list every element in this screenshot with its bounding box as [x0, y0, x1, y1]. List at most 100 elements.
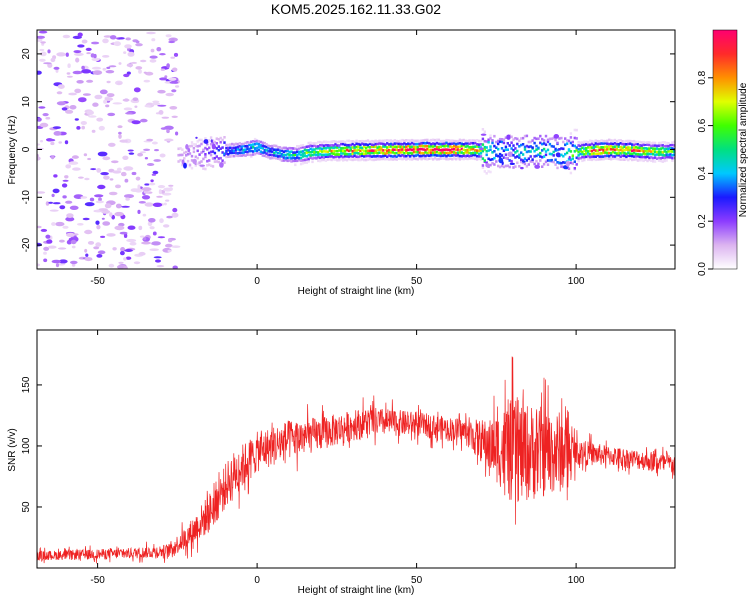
- heatmap-cell: [65, 109, 74, 114]
- heatmap-cell: [317, 140, 320, 144]
- heatmap-cell: [483, 148, 486, 151]
- heatmap-cell: [430, 154, 433, 157]
- heatmap-cell: [585, 155, 588, 159]
- heatmap-cell: [223, 152, 226, 156]
- heatmap-cell: [87, 241, 95, 245]
- heatmap-cell: [502, 141, 506, 145]
- heatmap-cell: [644, 141, 647, 145]
- heatmap-cell: [527, 157, 530, 160]
- heatmap-cell: [248, 149, 251, 153]
- heatmap-cell: [232, 151, 236, 154]
- heatmap-cell: [309, 156, 312, 160]
- heatmap-cell: [569, 158, 573, 161]
- heatmap-cell: [361, 148, 364, 152]
- heatmap-cell: [669, 156, 672, 159]
- heatmap-cell: [347, 139, 351, 143]
- heatmap-cell: [546, 163, 550, 166]
- heatmap-cell: [271, 156, 274, 160]
- heatmap-cell: [430, 148, 433, 152]
- heatmap-cell: [81, 69, 92, 74]
- heatmap-cell: [275, 144, 278, 148]
- heatmap-cell: [625, 143, 628, 146]
- heatmap-cell: [349, 158, 352, 161]
- heatmap-cell: [165, 34, 172, 38]
- heatmap-cell: [307, 149, 310, 152]
- heatmap-cell: [345, 146, 349, 149]
- heatmap-cell: [273, 148, 276, 151]
- heatmap-cell: [544, 160, 548, 164]
- heatmap-cell: [500, 147, 504, 150]
- heatmap-cell: [199, 164, 205, 167]
- heatmap-cell: [481, 128, 485, 131]
- heatmap-cell: [420, 141, 423, 145]
- heatmap-cell: [286, 153, 289, 156]
- heatmap-cell: [487, 140, 490, 144]
- heatmap-cell: [414, 142, 418, 146]
- heatmap-cell: [652, 147, 655, 150]
- heatmap-cell: [441, 142, 444, 146]
- heatmap-cell: [491, 151, 494, 154]
- heatmap-cell: [345, 152, 349, 156]
- heatmap-cell: [359, 152, 362, 156]
- heatmap-cell: [137, 209, 141, 214]
- heatmap-cell: [229, 151, 232, 155]
- heatmap-cell: [525, 150, 529, 154]
- heatmap-cell: [246, 144, 249, 148]
- heatmap-cell: [372, 145, 375, 149]
- heatmap-cell: [426, 141, 429, 145]
- heatmap-cell: [117, 82, 123, 85]
- heatmap-cell: [229, 155, 232, 158]
- heatmap-cell: [68, 161, 79, 165]
- heatmap-cell: [200, 160, 203, 163]
- heatmap-cell: [489, 148, 492, 151]
- heatmap-cell: [246, 147, 249, 150]
- heatmap-cell: [405, 139, 408, 142]
- heatmap-cell: [252, 146, 255, 149]
- heatmap-cell: [211, 141, 215, 144]
- heatmap-cell: [640, 155, 643, 159]
- heatmap-cell: [343, 158, 347, 161]
- heatmap-cell: [424, 148, 427, 152]
- heatmap-cell: [361, 146, 364, 150]
- heatmap-cell: [357, 158, 360, 162]
- heatmap-cell: [653, 147, 657, 151]
- heatmap-cell: [640, 153, 643, 156]
- heatmap-cell: [418, 151, 421, 154]
- heatmap-cell: [587, 154, 590, 158]
- heatmap-cell: [227, 146, 230, 150]
- heatmap-cell: [437, 148, 441, 151]
- heatmap-cell: [458, 138, 462, 142]
- heatmap-cell: [227, 143, 230, 147]
- heatmap-cell: [156, 47, 162, 52]
- heatmap-cell: [65, 216, 75, 222]
- heatmap-cell: [640, 141, 643, 144]
- heatmap-cell: [483, 145, 486, 149]
- heatmap-cell: [49, 209, 59, 212]
- heatmap-cell: [468, 146, 471, 149]
- heatmap-cell: [263, 148, 266, 152]
- heatmap-cell: [497, 147, 500, 151]
- heatmap-cell: [516, 149, 519, 153]
- heatmap-cell: [359, 140, 362, 143]
- heatmap-cell: [613, 151, 617, 155]
- heatmap-cell: [211, 150, 215, 153]
- heatmap-cell: [594, 152, 597, 156]
- heatmap-cell: [253, 139, 257, 143]
- heatmap-cell: [267, 153, 270, 157]
- heatmap-cell: [109, 35, 117, 40]
- heatmap-cell: [521, 153, 525, 156]
- heatmap-cell: [454, 154, 458, 157]
- heatmap-cell: [585, 143, 588, 146]
- heatmap-cell: [152, 202, 163, 207]
- heatmap-cell: [159, 153, 166, 158]
- heatmap-cell: [592, 152, 596, 155]
- heatmap-cell: [657, 141, 661, 145]
- heatmap-cell: [564, 161, 567, 164]
- heatmap-cell: [636, 140, 640, 144]
- heatmap-cell: [372, 140, 375, 143]
- heatmap-cell: [453, 144, 456, 148]
- heatmap-cell: [361, 152, 364, 155]
- heatmap-cell: [169, 81, 179, 84]
- heatmap-cell: [294, 163, 297, 167]
- heatmap-cell: [77, 176, 84, 179]
